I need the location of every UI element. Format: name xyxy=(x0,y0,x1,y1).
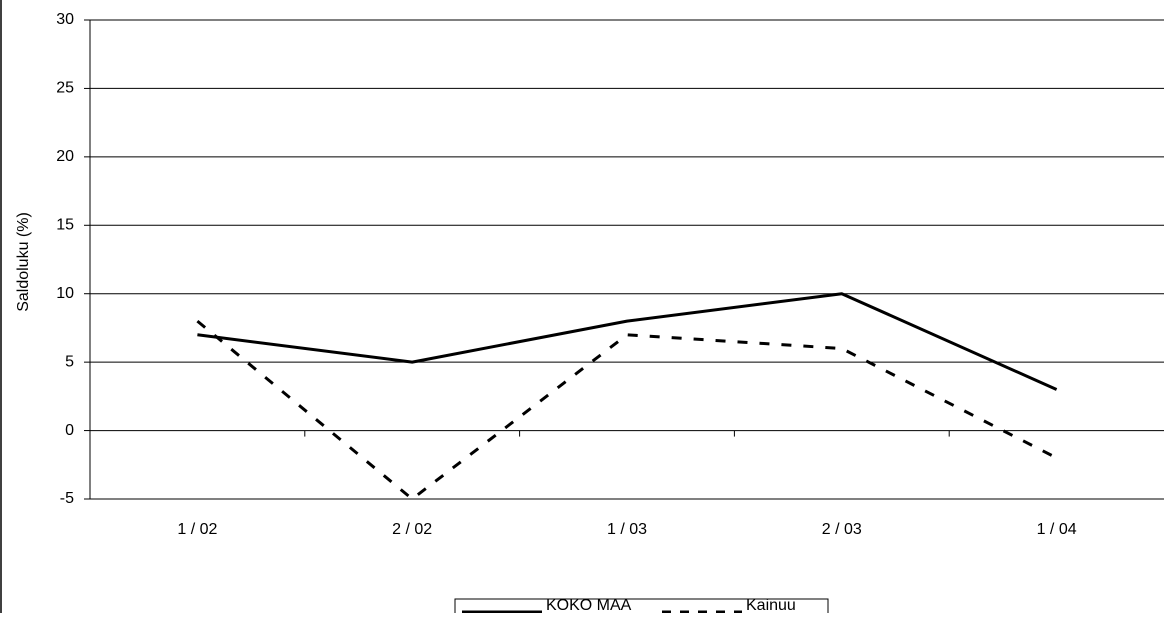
series-line-koko-maa xyxy=(197,292,1058,391)
y-tick-label: 10 xyxy=(56,285,74,302)
axes xyxy=(89,20,950,499)
x-tick-label: 1 / 03 xyxy=(607,521,647,538)
x-tick-label: 1 / 04 xyxy=(1037,521,1077,538)
y-tick-label: -5 xyxy=(60,490,74,507)
series-line-kainuu xyxy=(196,319,1058,501)
y-tick-label: 25 xyxy=(56,80,74,97)
y-tick-label: 0 xyxy=(65,422,74,439)
y-axis-label: Saldoluku (%) xyxy=(15,212,32,312)
x-tick-labels: 1 / 02 2 / 02 1 / 03 2 / 03 1 / 04 xyxy=(177,521,1076,538)
legend-label-kainuu: Kainuu xyxy=(746,597,796,613)
y-tick-labels: 30 25 20 15 10 5 0 -5 xyxy=(56,11,74,507)
legend: KOKO MAA Kainuu xyxy=(454,597,829,618)
gridlines xyxy=(84,19,1164,500)
x-tick-label: 2 / 03 xyxy=(822,521,862,538)
y-tick-label: 15 xyxy=(56,217,74,234)
x-tick-label: 1 / 02 xyxy=(177,521,217,538)
y-tick-label: 5 xyxy=(65,353,74,370)
series-lines xyxy=(196,292,1058,501)
x-tick-label: 2 / 02 xyxy=(392,521,432,538)
y-tick-label: 20 xyxy=(56,148,74,165)
legend-label-koko-maa: KOKO MAA xyxy=(546,597,632,613)
y-tick-label: 30 xyxy=(56,11,74,28)
